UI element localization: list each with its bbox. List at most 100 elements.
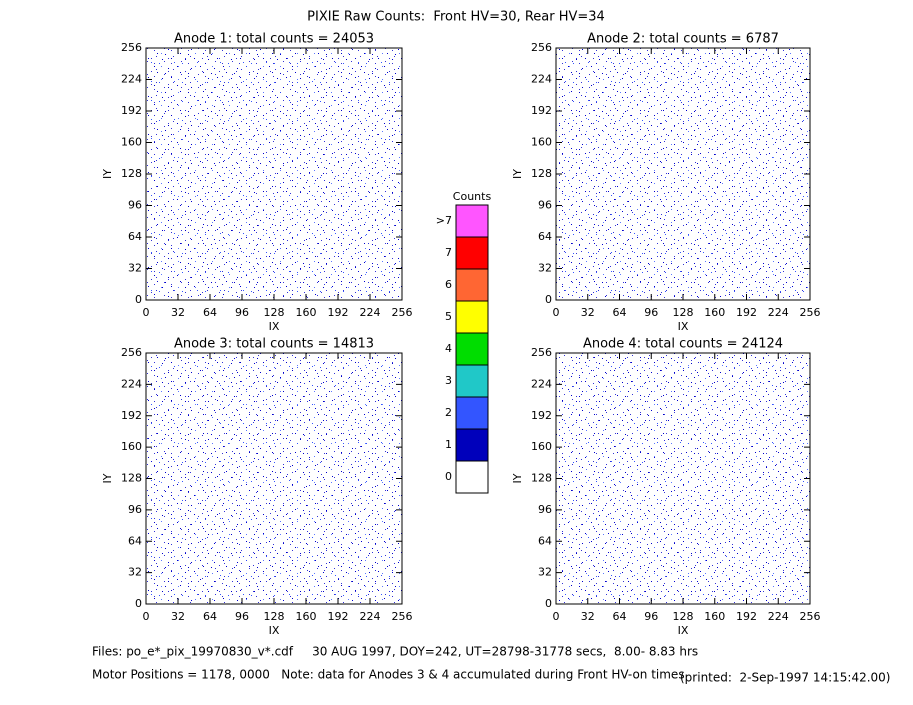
x-tick-label: 256 <box>392 306 413 319</box>
colorbar-label: 6 <box>445 278 452 291</box>
y-tick-label: 160 <box>531 136 552 149</box>
x-tick-label: 224 <box>360 610 381 623</box>
y-tick-label: 0 <box>135 597 142 610</box>
y-tick-label: 256 <box>121 41 142 54</box>
x-axis-label: IX <box>678 624 689 637</box>
x-tick-label: 0 <box>143 610 150 623</box>
y-tick-label: 0 <box>135 293 142 306</box>
panel-title: Anode 4: total counts = 24124 <box>583 337 783 352</box>
x-tick-label: 192 <box>328 306 349 319</box>
y-tick-label: 224 <box>531 377 552 390</box>
x-tick-label: 32 <box>171 306 185 319</box>
y-tick-label: 32 <box>128 566 142 579</box>
y-tick-label: 256 <box>531 346 552 359</box>
y-tick-label: 224 <box>531 73 552 86</box>
colorbar-swatch <box>455 268 489 302</box>
colorbar-label: >7 <box>436 214 452 227</box>
y-tick-label: 192 <box>121 104 142 117</box>
x-tick-label: 32 <box>581 610 595 623</box>
x-tick-label: 32 <box>171 610 185 623</box>
x-tick-label: 96 <box>235 610 249 623</box>
plot-texture <box>556 353 810 604</box>
y-axis-label: IY <box>511 473 524 483</box>
y-tick-label: 128 <box>531 472 552 485</box>
x-tick-label: 224 <box>768 610 789 623</box>
colorbar-swatch <box>455 204 489 238</box>
x-tick-label: 64 <box>203 306 217 319</box>
x-tick-label: 96 <box>235 306 249 319</box>
y-tick-label: 192 <box>531 409 552 422</box>
x-tick-label: 128 <box>264 306 285 319</box>
x-tick-label: 64 <box>613 306 627 319</box>
x-tick-label: 32 <box>581 306 595 319</box>
panel-title: Anode 3: total counts = 14813 <box>174 337 374 352</box>
panel-title: Anode 2: total counts = 6787 <box>587 32 779 47</box>
plot-texture <box>146 48 402 300</box>
y-tick-label: 192 <box>531 104 552 117</box>
y-tick-label: 0 <box>545 293 552 306</box>
x-tick-label: 160 <box>296 610 317 623</box>
y-tick-label: 64 <box>128 534 142 547</box>
colorbar-title: Counts <box>453 190 492 203</box>
colorbar-swatch <box>455 300 489 334</box>
y-tick-label: 224 <box>121 377 142 390</box>
x-tick-label: 64 <box>613 610 627 623</box>
y-tick-label: 192 <box>121 409 142 422</box>
x-tick-label: 64 <box>203 610 217 623</box>
y-tick-label: 32 <box>538 566 552 579</box>
y-tick-label: 96 <box>128 199 142 212</box>
x-tick-label: 160 <box>704 306 725 319</box>
y-tick-label: 32 <box>538 262 552 275</box>
y-tick-label: 64 <box>538 534 552 547</box>
y-tick-label: 160 <box>121 440 142 453</box>
figure-title: PIXIE Raw Counts: Front HV=30, Rear HV=3… <box>307 10 605 25</box>
colorbar-swatch <box>455 460 489 494</box>
x-tick-label: 160 <box>704 610 725 623</box>
colorbar-label: 3 <box>445 374 452 387</box>
x-tick-label: 128 <box>673 306 694 319</box>
colorbar-label: 1 <box>445 438 452 451</box>
x-tick-label: 224 <box>768 306 789 319</box>
x-tick-label: 224 <box>360 306 381 319</box>
y-tick-label: 256 <box>121 346 142 359</box>
colorbar-swatch <box>455 364 489 398</box>
x-tick-label: 96 <box>644 610 658 623</box>
x-axis-label: IX <box>678 320 689 333</box>
x-tick-label: 192 <box>736 610 757 623</box>
x-tick-label: 0 <box>553 610 560 623</box>
y-tick-label: 64 <box>128 230 142 243</box>
y-tick-label: 128 <box>531 167 552 180</box>
y-tick-label: 128 <box>121 472 142 485</box>
x-tick-label: 256 <box>800 306 821 319</box>
x-tick-label: 0 <box>143 306 150 319</box>
y-tick-label: 96 <box>128 503 142 516</box>
footer-motor: Motor Positions = 1178, 0000 Note: data … <box>92 668 685 682</box>
x-tick-label: 256 <box>800 610 821 623</box>
footer-files: Files: po_e*_pix_19970830_v*.cdf 30 AUG … <box>92 645 698 659</box>
colorbar-swatch <box>455 332 489 366</box>
colorbar-label: 4 <box>445 342 452 355</box>
y-tick-label: 160 <box>531 440 552 453</box>
colorbar-swatch <box>455 236 489 270</box>
y-tick-label: 64 <box>538 230 552 243</box>
y-tick-label: 224 <box>121 73 142 86</box>
x-tick-label: 192 <box>736 306 757 319</box>
x-axis-label: IX <box>269 320 280 333</box>
x-tick-label: 96 <box>644 306 658 319</box>
x-tick-label: 0 <box>553 306 560 319</box>
colorbar-label: 2 <box>445 406 452 419</box>
y-tick-label: 160 <box>121 136 142 149</box>
x-tick-label: 160 <box>296 306 317 319</box>
x-tick-label: 256 <box>392 610 413 623</box>
y-tick-label: 32 <box>128 262 142 275</box>
x-tick-label: 128 <box>673 610 694 623</box>
y-tick-label: 96 <box>538 199 552 212</box>
colorbar-swatch <box>455 428 489 462</box>
y-tick-label: 0 <box>545 597 552 610</box>
footer-printed: (printed: 2-Sep-1997 14:15:42.00) <box>680 671 890 685</box>
colorbar-label: 5 <box>445 310 452 323</box>
panel-title: Anode 1: total counts = 24053 <box>174 32 374 47</box>
plot-texture <box>146 353 402 604</box>
colorbar-label: 7 <box>445 246 452 259</box>
